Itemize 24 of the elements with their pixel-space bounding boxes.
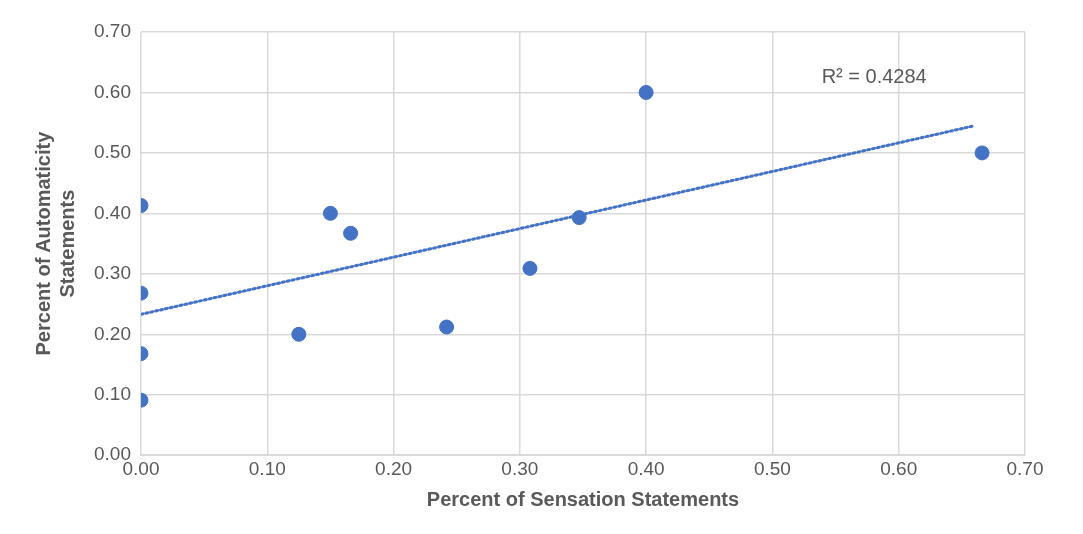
- point: [638, 84, 654, 100]
- x-tick-label: 0.40: [627, 457, 665, 479]
- y-tick-label: 0.60: [94, 80, 131, 102]
- y-tick-label: 0.40: [94, 201, 131, 223]
- x-axis-title: Percent of Sensation Statements: [426, 487, 740, 510]
- x-tick-label: 0.60: [880, 457, 918, 479]
- y-tick-label: 0.70: [94, 20, 131, 42]
- x-tick-label: 0.50: [753, 457, 791, 479]
- x-tick-label: 0.20: [375, 457, 413, 479]
- annotation: R² = 0.4284: [821, 64, 927, 87]
- point: [322, 205, 338, 221]
- y-tick-label: 0.30: [94, 262, 131, 284]
- x-tick-label: 0.10: [248, 457, 286, 479]
- x-tick-label: 0.30: [501, 457, 539, 479]
- point: [439, 319, 455, 335]
- y-tick-label: 0.10: [94, 382, 131, 404]
- x-tick-label: 0.70: [1006, 457, 1044, 479]
- point: [571, 210, 587, 226]
- y-axis-title: Percent of Automaticity Statements: [31, 130, 78, 356]
- point: [522, 260, 538, 276]
- y-tick-label: 0.20: [94, 322, 131, 344]
- y-tick-label: 0.50: [94, 141, 131, 163]
- point: [343, 225, 359, 241]
- point: [291, 326, 307, 342]
